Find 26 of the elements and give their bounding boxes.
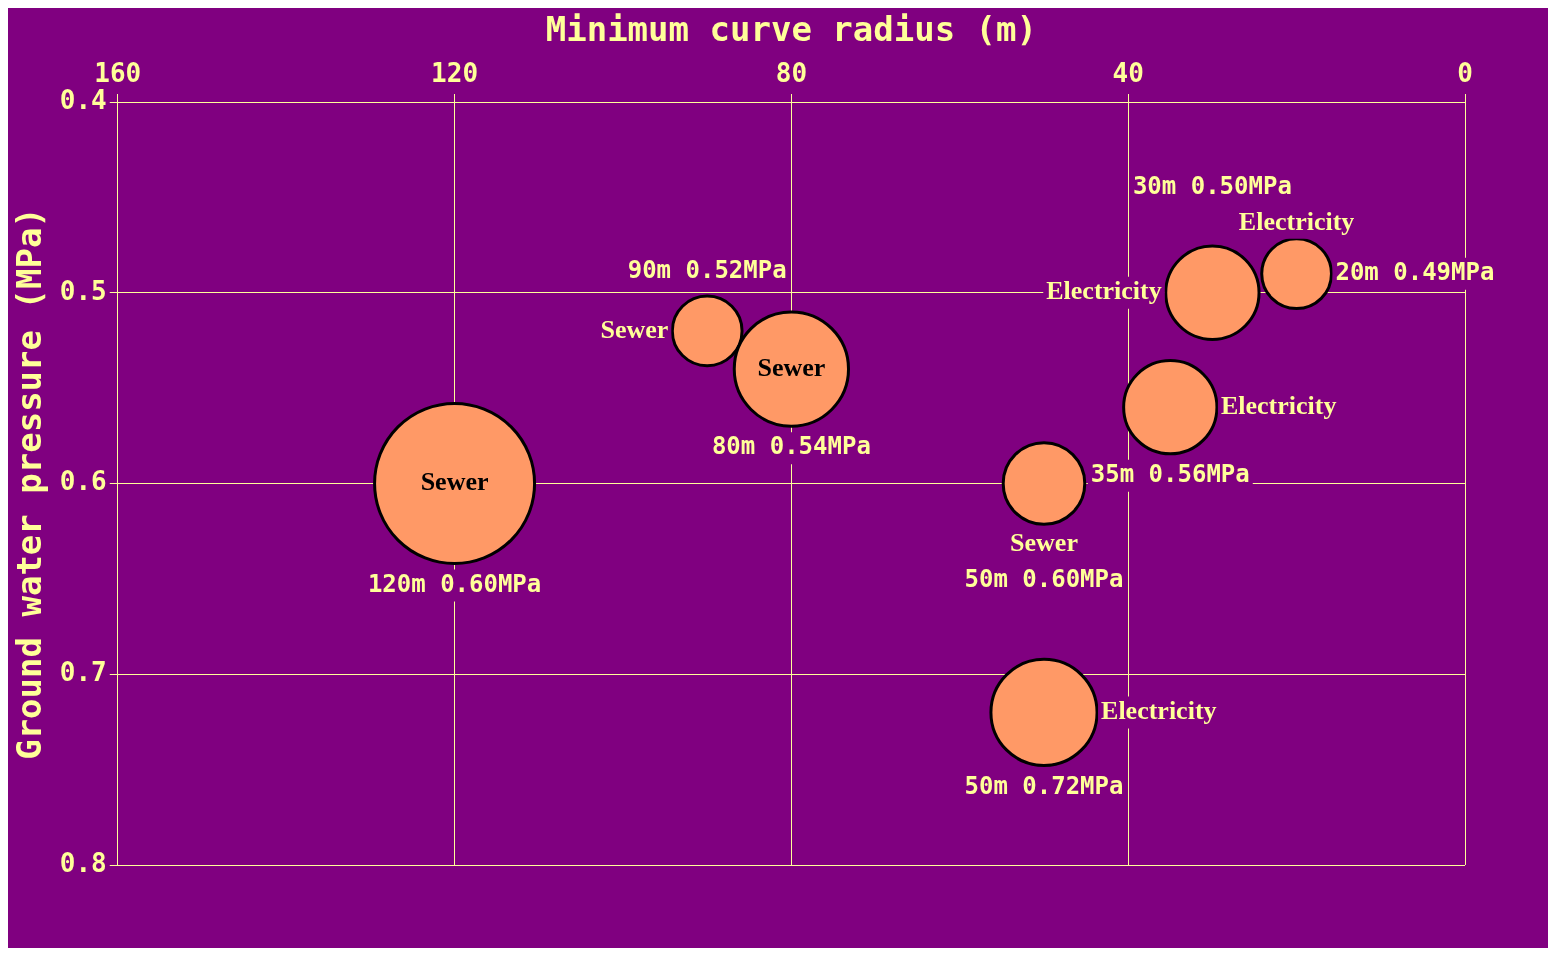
text: Electricity: [1238, 206, 1355, 236]
data-label: 50m 0.60MPa: [964, 564, 1124, 593]
data-label: 30m 0.50MPa: [1132, 172, 1292, 201]
text: Electricity: [1046, 276, 1162, 306]
x-tick-label: 120: [431, 58, 479, 89]
y-tick-label: 0.6: [59, 466, 107, 497]
text: Electricity: [1220, 390, 1337, 420]
text: Sewer: [1010, 528, 1078, 558]
y-tick-label: 0.5: [59, 275, 107, 306]
data-label: 90m 0.52MPa: [627, 256, 787, 285]
y-tick-label: 0.7: [59, 657, 107, 687]
x-axis-title: Minimum curve radius (m): [545, 9, 1038, 50]
series-label: Sewer: [600, 314, 669, 344]
data-label: 20m 0.49MPa: [1335, 257, 1495, 286]
y-axis-title: Ground water pressure (MPa): [9, 207, 50, 760]
text: Sewer: [420, 467, 489, 497]
x-tick-label: 0: [1457, 58, 1473, 89]
x-tick-label: 80: [775, 58, 808, 89]
data-label: 80m 0.54MPa: [711, 432, 871, 461]
x-tick-label: 40: [1112, 58, 1144, 89]
data-label: 35m 0.56MPa: [1090, 460, 1250, 489]
data-label: 50m 0.72MPa: [964, 771, 1124, 800]
text: Sewer: [757, 352, 826, 382]
y-tick-label: 0.8: [59, 847, 107, 878]
series-label: Electricity: [1101, 696, 1217, 726]
data-label: 120m 0.60MPa: [367, 569, 542, 598]
